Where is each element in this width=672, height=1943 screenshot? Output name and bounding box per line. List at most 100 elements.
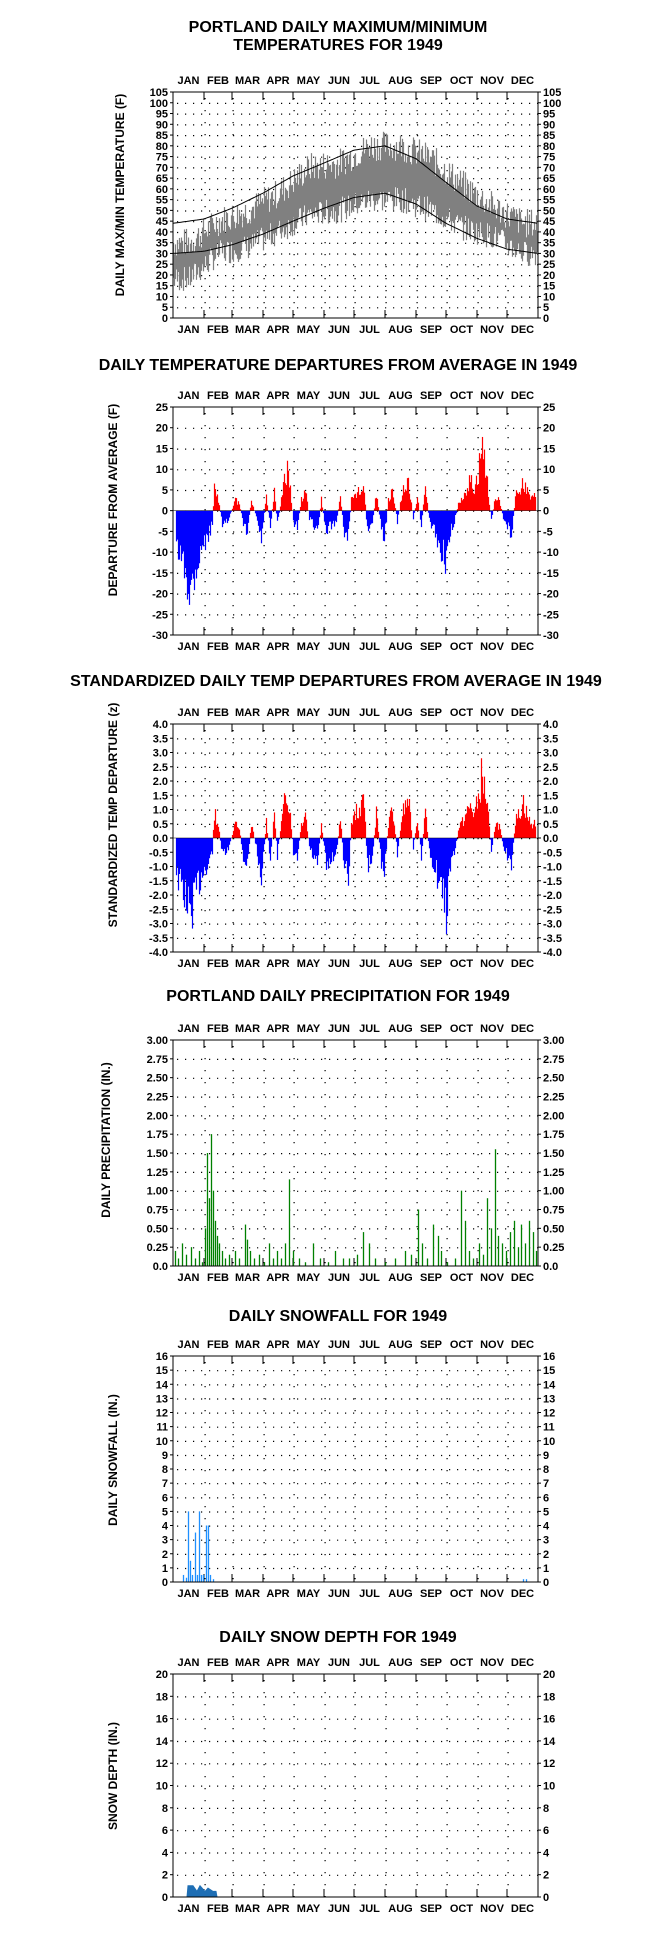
y-tick-label-right: 1.5 bbox=[543, 790, 558, 802]
month-label-top: MAR bbox=[235, 1657, 260, 1669]
y-tick-label-left: 3 bbox=[162, 1535, 168, 1547]
y-tick-label-right: 0.5 bbox=[543, 819, 558, 831]
month-label-top: DEC bbox=[511, 1023, 534, 1035]
y-tick-label-left: 9 bbox=[162, 1450, 168, 1462]
y-tick-label-right: 70 bbox=[543, 162, 555, 174]
month-label-top: JUN bbox=[328, 707, 350, 719]
month-label-bottom: APR bbox=[266, 324, 289, 336]
y-tick-label-right: 20 bbox=[543, 270, 555, 282]
month-label-bottom: DEC bbox=[511, 958, 534, 970]
month-label-bottom: OCT bbox=[450, 1272, 474, 1284]
month-label-top: JUL bbox=[359, 390, 380, 402]
y-tick-label-right: -15 bbox=[543, 568, 559, 580]
month-label-bottom: DEC bbox=[511, 1272, 534, 1284]
y-tick-label-right: 15 bbox=[543, 281, 555, 293]
y-tick-label-right: -30 bbox=[543, 630, 559, 642]
y-tick-label-left: -15 bbox=[152, 568, 168, 580]
y-tick-label-left: 2.50 bbox=[147, 1073, 168, 1085]
plot-frame bbox=[172, 723, 539, 953]
month-label-bottom: APR bbox=[266, 1588, 289, 1600]
y-tick-label-right: 15 bbox=[543, 443, 555, 455]
y-tick-label-left: -2.5 bbox=[149, 904, 168, 916]
y-tick-label-left: 15 bbox=[156, 443, 168, 455]
month-label-top: SEP bbox=[420, 75, 442, 87]
month-label-bottom: OCT bbox=[450, 958, 474, 970]
month-label-top: OCT bbox=[450, 1023, 474, 1035]
snowdepth-y-axis-label: SNOW DEPTH (IN.) bbox=[106, 1722, 120, 1830]
grid-dots bbox=[177, 1680, 539, 1898]
y-tick-label-left: 10 bbox=[156, 291, 168, 303]
y-tick-label-right: 6 bbox=[543, 1492, 549, 1504]
month-label-top: MAR bbox=[235, 707, 260, 719]
departures-y-axis-label: DEPARTURE FROM AVERAGE (F) bbox=[106, 404, 120, 596]
y-tick-label-left: 20 bbox=[156, 270, 168, 282]
month-label-top: FEB bbox=[207, 75, 229, 87]
month-label-bottom: JUL bbox=[359, 1272, 380, 1284]
y-tick-label-left: 30 bbox=[156, 248, 168, 260]
month-label-top: DEC bbox=[511, 1657, 534, 1669]
y-tick-label-left: 2 bbox=[162, 1549, 168, 1561]
month-label-bottom: MAR bbox=[235, 958, 260, 970]
month-label-bottom: JUL bbox=[359, 1903, 380, 1915]
month-label-bottom: MAY bbox=[297, 641, 321, 653]
y-tick-label-left: -10 bbox=[152, 547, 168, 559]
month-label-bottom: JUN bbox=[328, 1903, 350, 1915]
month-label-bottom: JAN bbox=[177, 1272, 199, 1284]
month-label-top: OCT bbox=[450, 75, 474, 87]
month-label-bottom: JUN bbox=[328, 1272, 350, 1284]
y-tick-label-left: 1.75 bbox=[147, 1129, 168, 1141]
y-tick-label-right: 25 bbox=[543, 259, 555, 271]
month-label-top: APR bbox=[266, 1023, 289, 1035]
y-tick-label-left: 0.50 bbox=[147, 1223, 168, 1235]
y-tick-label-left: 1.0 bbox=[153, 805, 168, 817]
y-tick-label-left: 3.0 bbox=[153, 748, 168, 760]
y-tick-label-left: -2.0 bbox=[149, 890, 168, 902]
y-tick-label-left: 70 bbox=[156, 162, 168, 174]
y-tick-label-left: 18 bbox=[156, 1691, 168, 1703]
y-tick-label-right: -1.5 bbox=[543, 876, 562, 888]
y-tick-label-right: 55 bbox=[543, 195, 555, 207]
y-tick-label-left: 20 bbox=[156, 423, 168, 435]
standardized-panel: STANDARDIZED DAILY TEMP DEPARTURES FROM … bbox=[70, 673, 602, 970]
y-tick-label-left: 65 bbox=[156, 173, 168, 185]
month-label-bottom: JUN bbox=[328, 641, 350, 653]
y-tick-label-right: -20 bbox=[543, 589, 559, 601]
y-tick-label-left: -25 bbox=[152, 609, 168, 621]
month-label-bottom: APR bbox=[266, 1903, 289, 1915]
month-label-top: DEC bbox=[511, 75, 534, 87]
y-tick-label-right: 11 bbox=[543, 1422, 555, 1434]
y-tick-label-right: 8 bbox=[543, 1803, 549, 1815]
y-tick-label-right: 0 bbox=[543, 1892, 549, 1904]
y-tick-label-left: 6 bbox=[162, 1492, 168, 1504]
snowdepth-panel: DAILY SNOW DEPTH FOR 1949 SNOW DEPTH (IN… bbox=[106, 1629, 556, 1915]
y-tick-label-left: 7 bbox=[162, 1478, 168, 1490]
y-tick-label-right: 1.0 bbox=[543, 805, 558, 817]
month-label-bottom: SEP bbox=[420, 1272, 442, 1284]
plot-frame bbox=[172, 1673, 539, 1898]
month-label-top: MAY bbox=[297, 390, 321, 402]
y-tick-label-right: -3.5 bbox=[543, 933, 562, 945]
month-label-top: FEB bbox=[207, 1657, 229, 1669]
month-label-top: APR bbox=[266, 1657, 289, 1669]
y-tick-label-right: 2.75 bbox=[543, 1054, 564, 1066]
y-tick-label-right: 1 bbox=[543, 1563, 549, 1575]
month-label-top: NOV bbox=[480, 75, 505, 87]
y-tick-label-right: -2.5 bbox=[543, 904, 562, 916]
y-tick-label-left: 14 bbox=[156, 1736, 169, 1748]
month-label-bottom: FEB bbox=[207, 1272, 229, 1284]
y-tick-label-left: -20 bbox=[152, 589, 168, 601]
y-tick-label-right: 60 bbox=[543, 184, 555, 196]
month-label-bottom: AUG bbox=[388, 958, 412, 970]
y-tick-label-left: 10 bbox=[156, 464, 168, 476]
y-tick-label-left: 1.5 bbox=[153, 790, 168, 802]
month-label-top: JUN bbox=[328, 1657, 350, 1669]
month-label-top: FEB bbox=[207, 707, 229, 719]
month-label-top: OCT bbox=[450, 1657, 474, 1669]
month-label-bottom: FEB bbox=[207, 324, 229, 336]
y-tick-label-left: 1.50 bbox=[147, 1148, 168, 1160]
temperature-y-axis-label: DAILY MAX/MIN TEMPERATURE (F) bbox=[113, 94, 127, 296]
y-tick-label-right: 3.00 bbox=[543, 1035, 564, 1047]
y-tick-label-left: 2.5 bbox=[153, 762, 168, 774]
y-tick-label-right: 45 bbox=[543, 216, 555, 228]
month-label-top: FEB bbox=[207, 1023, 229, 1035]
